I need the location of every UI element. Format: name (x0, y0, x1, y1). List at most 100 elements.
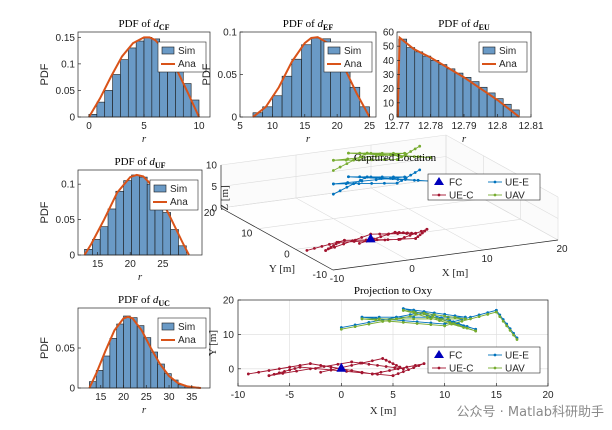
series-point-ue-c (405, 365, 409, 369)
histogram-bar (301, 44, 312, 118)
series-point-ue-c (288, 365, 292, 369)
series-point-ue-c (401, 370, 405, 374)
legend-swatch-sim (482, 46, 496, 55)
series-point-ue-c (384, 358, 388, 362)
x-tick-label: -10 (330, 274, 345, 285)
chart-title: PDF of dUC (118, 294, 170, 308)
series-point-uav (501, 319, 505, 323)
x-tick-label: 12.8 (488, 121, 508, 132)
series-point-uav (429, 323, 433, 327)
series-point-ue-e (347, 175, 350, 179)
x-tick-label: 15 (491, 390, 503, 401)
legend-label-ue-c: UE-C (449, 364, 473, 375)
series-point-ue-c (393, 230, 397, 234)
histogram-bar (135, 40, 145, 118)
x-tick-label: 12.81 (518, 121, 543, 132)
series-point-ue-c (313, 246, 316, 250)
series-point-ue-c (391, 362, 395, 366)
chart-title: PDF of dEU (438, 18, 490, 32)
x-tick-label: 20 (542, 390, 554, 401)
x-tick-label: 20 (125, 259, 137, 270)
series-point-ue-c (375, 238, 379, 242)
series-point-uav (374, 318, 378, 322)
histogram-bar (123, 180, 132, 256)
analytic-curve (88, 36, 200, 118)
series-point-ue-c (257, 370, 261, 374)
legend-swatch-sim (161, 322, 175, 331)
series-point-uav (460, 319, 464, 323)
y-tick-label: 0.05 (56, 344, 76, 355)
series-point-uav (486, 312, 490, 316)
legend-label-ue-e: UE-E (505, 178, 529, 189)
y-tick-label: 20 (383, 84, 395, 95)
axes-box (77, 169, 203, 256)
x-tick-label: 25 (141, 392, 153, 403)
histogram-bar (131, 174, 140, 256)
x-axis-label: r (142, 404, 147, 416)
series-point-uav (345, 162, 349, 166)
histogram-bar (107, 208, 117, 256)
legend-swatch-sim (153, 184, 167, 193)
y-tick-label: 40 (383, 56, 395, 67)
series-point-ue-c (305, 249, 309, 252)
series-point-uav (451, 322, 455, 325)
legend-label-ana: Ana (178, 335, 196, 346)
series-point-ue-c (388, 369, 391, 372)
series-point-ue-c (336, 362, 340, 366)
histogram-bar (310, 37, 322, 118)
series-point-uav (448, 320, 452, 324)
histogram-bar (127, 47, 137, 118)
legend-dot-ue-c (437, 366, 441, 370)
series-point-ue-e (363, 176, 367, 180)
y-tick-label: 0.1 (61, 59, 75, 70)
series-point-ue-c (358, 242, 361, 245)
series-point-uav (422, 311, 426, 315)
series-point-uav (401, 320, 405, 324)
series-point-ue-c (326, 247, 330, 251)
series-point-ue-e (400, 179, 404, 182)
series-point-ue-c (413, 363, 417, 367)
x-tick-label: -5 (285, 390, 294, 401)
series-point-uav (494, 310, 498, 314)
series-point-uav (413, 312, 417, 316)
fc-marker (365, 233, 376, 243)
y-tick-label: 10 (383, 98, 395, 109)
series-point-ue-e (369, 175, 373, 179)
series-point-ue-c (350, 369, 354, 372)
y-tick-label: 0.15 (56, 33, 76, 44)
chart-uc: 15 20 25 30 35 0 0.05 PDF of dUC r PDF Sim Ana (39, 294, 211, 416)
x-tick-label: 5 (390, 390, 396, 401)
series-point-ue-c (417, 364, 421, 368)
series-point-ue-c (391, 374, 395, 378)
series-point-uav (404, 152, 408, 156)
series-point-uav (418, 144, 422, 148)
series-point-uav (344, 158, 348, 162)
y-tick-label: 0.05 (218, 70, 238, 81)
series-point-uav (416, 155, 420, 159)
series-point-uav (401, 308, 405, 312)
legend-swatch-sim (327, 46, 341, 55)
histogram-bar (120, 59, 129, 118)
histogram-bar (462, 77, 472, 118)
series-line-uav (333, 145, 431, 171)
legend-label-sim: Sim (178, 322, 195, 333)
chart-uf: 15 20 25 0 0.05 0.1 PDF of dUF r PDF Sim Ana (39, 156, 203, 283)
series-point-ue-c (308, 362, 312, 366)
y-axis-label: PDF (39, 337, 51, 359)
histogram-bar (406, 47, 416, 118)
legend-label-sim: Sim (170, 184, 187, 195)
y-tick-label: 0 (69, 113, 75, 124)
x-tick-label: 15 (95, 392, 107, 403)
histogram-bar (115, 190, 124, 256)
histogram-bar (281, 75, 293, 118)
series-point-uav (381, 320, 385, 323)
series-point-uav (426, 315, 429, 319)
histogram-bar (414, 51, 424, 118)
series-point-ue-e (357, 182, 361, 185)
series-point-uav (443, 314, 447, 318)
y-tick-label: 20 (204, 208, 216, 219)
series-point-ue-e (332, 182, 335, 186)
analytic-curve (88, 315, 201, 389)
series-point-uav (477, 315, 481, 319)
series-point-uav (498, 315, 502, 319)
